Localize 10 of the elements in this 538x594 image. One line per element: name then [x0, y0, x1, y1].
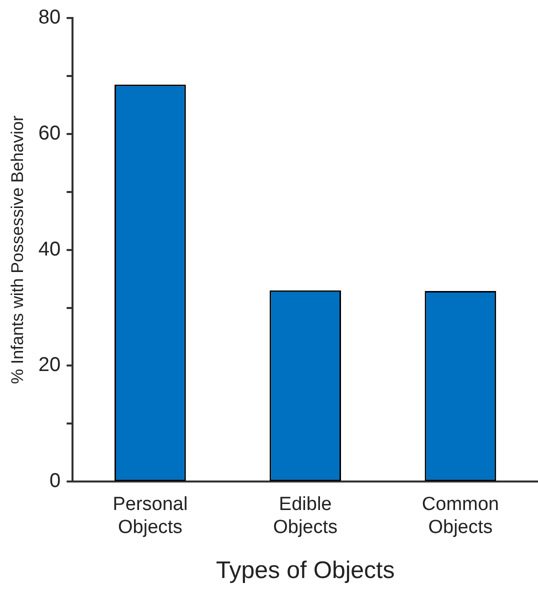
y-tick-label: 20 — [38, 354, 61, 376]
y-tick-label: 60 — [38, 122, 61, 144]
x-tick-label: Personal Objects — [112, 494, 188, 538]
y-tick-label: 80 — [38, 6, 61, 29]
y-axis-title: % Infants with Possessive Behavior — [8, 115, 27, 384]
y-tick-label: 40 — [38, 238, 61, 260]
x-tick-label: Edible Objects — [273, 494, 338, 538]
y-tick-label: 0 — [50, 470, 61, 492]
x-axis-title: Types of Objects — [216, 557, 395, 584]
x-tick-label: Common Objects — [422, 494, 499, 538]
